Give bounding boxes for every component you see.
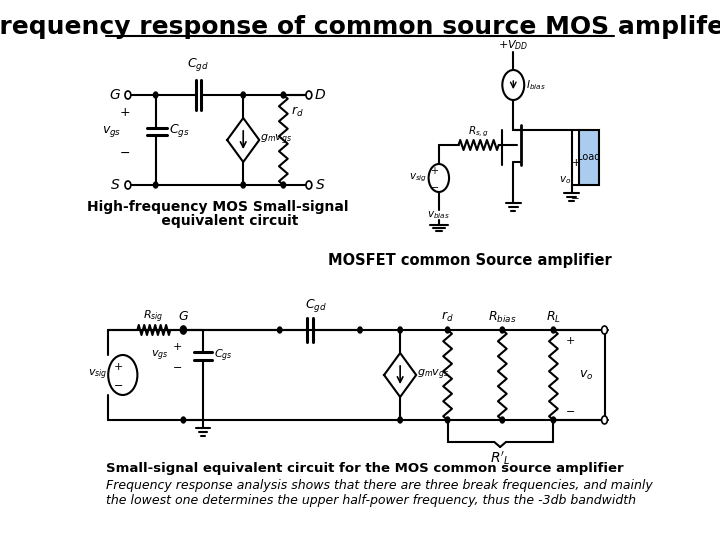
Circle shape bbox=[282, 182, 286, 188]
Circle shape bbox=[241, 92, 246, 98]
Text: $D$: $D$ bbox=[314, 88, 326, 102]
Circle shape bbox=[602, 416, 608, 424]
Circle shape bbox=[181, 417, 186, 423]
Text: $R_{sig}$: $R_{sig}$ bbox=[143, 309, 163, 325]
Text: $I_{bias}$: $I_{bias}$ bbox=[526, 78, 546, 92]
Text: $+$: $+$ bbox=[112, 361, 123, 372]
Circle shape bbox=[306, 181, 312, 189]
Text: High-frequency MOS Small-signal: High-frequency MOS Small-signal bbox=[87, 200, 348, 214]
Circle shape bbox=[181, 327, 186, 333]
Text: $R_{bias}$: $R_{bias}$ bbox=[488, 309, 516, 325]
FancyBboxPatch shape bbox=[579, 130, 599, 185]
Circle shape bbox=[602, 326, 608, 334]
Circle shape bbox=[125, 181, 131, 189]
Text: $v_{bias}$: $v_{bias}$ bbox=[428, 209, 450, 221]
Text: $v_{sig}$: $v_{sig}$ bbox=[88, 368, 107, 382]
Circle shape bbox=[241, 182, 246, 188]
Text: $v_{gs}$: $v_{gs}$ bbox=[151, 349, 168, 363]
Text: $-$: $-$ bbox=[565, 405, 575, 415]
Text: $+$: $+$ bbox=[565, 334, 575, 346]
Text: Frequency response analysis shows that there are three break frequencies, and ma: Frequency response analysis shows that t… bbox=[106, 479, 653, 492]
Text: $-$: $-$ bbox=[430, 181, 439, 191]
Circle shape bbox=[398, 417, 402, 423]
Text: Load: Load bbox=[577, 152, 601, 162]
Text: $+$: $+$ bbox=[570, 157, 580, 167]
Text: $g_m v_{gs}$: $g_m v_{gs}$ bbox=[260, 133, 292, 147]
Text: $+$: $+$ bbox=[430, 165, 439, 176]
Text: $G$: $G$ bbox=[109, 88, 122, 102]
Text: $r_d$: $r_d$ bbox=[291, 105, 303, 119]
Circle shape bbox=[181, 326, 186, 334]
Text: $v_o$: $v_o$ bbox=[579, 368, 593, 382]
Text: $r_d$: $r_d$ bbox=[441, 310, 454, 324]
Circle shape bbox=[446, 327, 450, 333]
Circle shape bbox=[552, 417, 556, 423]
Text: $C_{gs}$: $C_{gs}$ bbox=[168, 123, 189, 139]
Text: $-$: $-$ bbox=[112, 379, 122, 389]
Text: $C_{gd}$: $C_{gd}$ bbox=[187, 57, 209, 73]
Circle shape bbox=[125, 91, 131, 99]
Text: Frequency response of common source MOS amplifer: Frequency response of common source MOS … bbox=[0, 15, 720, 39]
Text: $+$: $+$ bbox=[119, 105, 130, 118]
Text: $C_{gs}$: $C_{gs}$ bbox=[214, 348, 233, 364]
Circle shape bbox=[500, 327, 505, 333]
Circle shape bbox=[277, 327, 282, 333]
Circle shape bbox=[428, 164, 449, 192]
Circle shape bbox=[306, 91, 312, 99]
Text: $g_m v_{gs}$: $g_m v_{gs}$ bbox=[417, 368, 449, 382]
Text: $+V_{DD}$: $+V_{DD}$ bbox=[498, 38, 528, 52]
Text: $-$: $-$ bbox=[570, 192, 580, 202]
Circle shape bbox=[500, 417, 505, 423]
Circle shape bbox=[153, 182, 158, 188]
Text: $R_{s,g}$: $R_{s,g}$ bbox=[468, 125, 489, 139]
Circle shape bbox=[446, 417, 450, 423]
Text: $R'_L$: $R'_L$ bbox=[490, 449, 510, 467]
Circle shape bbox=[282, 92, 286, 98]
Text: Small-signal equivalent circuit for the MOS common source amplifier: Small-signal equivalent circuit for the … bbox=[106, 462, 624, 475]
Text: $v_{gs}$: $v_{gs}$ bbox=[102, 125, 122, 139]
Text: $R_L$: $R_L$ bbox=[546, 309, 561, 325]
Text: MOSFET common Source amplifier: MOSFET common Source amplifier bbox=[328, 253, 611, 267]
Circle shape bbox=[503, 70, 524, 100]
Circle shape bbox=[358, 327, 362, 333]
Text: $C_{gd}$: $C_{gd}$ bbox=[305, 296, 327, 314]
Text: $S$: $S$ bbox=[315, 178, 325, 192]
Text: $S$: $S$ bbox=[110, 178, 121, 192]
Text: $-$: $-$ bbox=[119, 145, 130, 159]
Text: $G$: $G$ bbox=[178, 310, 189, 323]
Circle shape bbox=[398, 327, 402, 333]
Text: $v_o$: $v_o$ bbox=[559, 174, 572, 186]
Text: $+$: $+$ bbox=[173, 341, 183, 352]
Circle shape bbox=[153, 92, 158, 98]
Text: $-$: $-$ bbox=[173, 361, 183, 371]
Text: the lowest one determines the upper half-power frequency, thus the -3db bandwidt: the lowest one determines the upper half… bbox=[106, 494, 636, 507]
Text: equivalent circuit: equivalent circuit bbox=[137, 214, 298, 228]
Text: $v_{sig}$: $v_{sig}$ bbox=[409, 172, 427, 184]
Circle shape bbox=[108, 355, 138, 395]
Circle shape bbox=[552, 327, 556, 333]
